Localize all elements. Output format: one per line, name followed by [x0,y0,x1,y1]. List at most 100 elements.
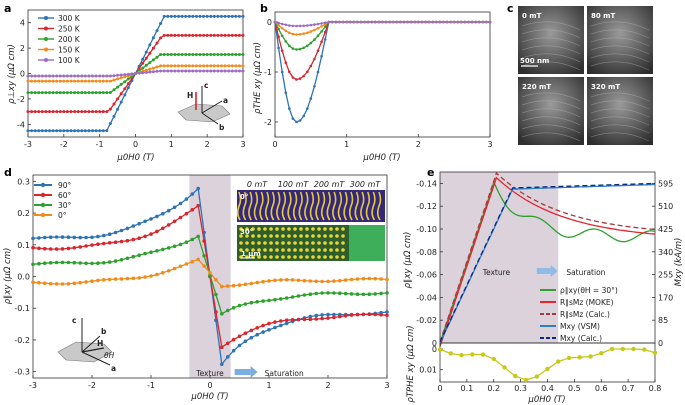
series-0-point [125,226,130,231]
series-3-point [137,276,141,280]
series-300K-point [87,129,91,133]
skyrmion-dot [317,255,321,259]
series-250K-point [177,33,180,37]
series-2-point [119,258,124,262]
series-0-point [273,325,277,330]
series-2-point [161,247,165,252]
series-0-point [102,233,106,238]
x-tick-label: 3 [487,140,492,149]
series-250K-point [87,110,91,114]
x-tick-label: 3 [240,140,245,149]
series-300K-point [280,70,284,74]
topological-hall-point [652,350,658,355]
topological-hall-point [437,347,443,352]
series-3-point [196,257,200,262]
saturated-region [349,225,385,261]
series-300K-point [284,91,288,94]
legend-marker [44,26,48,31]
series-200K-point [173,53,177,56]
series-3-point [96,278,100,283]
skyrmion-dot [329,241,333,245]
series-3-point [326,279,330,284]
series-100K-point [26,74,30,78]
series-0-point [267,328,271,332]
series-0-point [172,205,177,210]
series-200K-point [58,91,62,95]
series-100K-point [456,20,460,24]
series-1-point [31,245,35,250]
series-100K-point [445,20,449,24]
series-1-point [349,313,354,317]
series-0-point [184,197,189,201]
x-tick-label: 0.4 [541,384,554,393]
series-0-point [231,348,236,353]
series-100K-point [209,69,213,73]
series-150K-point [73,79,77,83]
series-200K-point [234,53,238,56]
b-axis-label: b [219,123,225,132]
series-200K-point [155,55,159,59]
domain-stripe [590,100,650,110]
series-200K-point [237,53,241,56]
series-100K-point [449,20,452,24]
series-200K-point [94,91,98,95]
series-100K-point [435,20,438,24]
x-tick-label: 2 [205,140,210,149]
series-150K-point [173,64,177,68]
series-0-point [326,312,330,317]
series-250K-point [141,61,145,65]
series-200K-point [295,48,298,51]
series-100K-point [162,69,166,73]
field-label: 320 mT [591,83,620,91]
series-150K-point [105,79,109,83]
series-150K-point [148,67,152,71]
x-tick-label: 0.5 [568,384,581,393]
y-tick-label: 0 [267,18,272,27]
series-150K-point [48,79,51,83]
skyrmion-dot [323,248,327,252]
series-100K-point [438,20,442,24]
series-300K-point [187,14,191,18]
series-300K-point [220,14,223,18]
legend-label: 250 K [58,25,81,34]
series-150K-point [98,79,102,83]
y-axis-label: ρTHE xy (μΩ cm) [253,42,263,114]
series-300K-point [55,129,59,133]
stripe-domain [298,191,303,221]
series-200K-point [44,91,48,95]
series-150K-point [191,64,195,68]
series-300K-point [155,29,159,33]
series-1-point [231,337,236,342]
series-100K-point [80,74,84,78]
series-250K-point [62,110,66,114]
stripe-domain [248,191,253,221]
crystal-plate [177,103,231,123]
series-300K-point [309,97,313,100]
series-1-point [308,317,313,322]
series-1-point [72,246,77,250]
series-250K-point [101,110,105,114]
series-3-point [190,259,195,264]
series-100K-point [316,22,320,26]
arrow-body [536,268,551,274]
series-1-point [48,247,53,251]
series-300K-point [288,107,291,110]
series-100K-point [334,20,338,24]
series-150K-point [216,64,220,68]
series-150K-point [69,79,73,83]
series-250K-point [302,74,306,78]
series-150K-point [87,79,91,83]
series-2-point [308,292,313,297]
y-axis-label-bottom: ρTPHE xy (μΩ cm) [406,325,416,402]
series-1-point [225,341,230,346]
x-tick-label: 0.2 [487,384,500,393]
series-3-point [66,282,71,286]
series-250K-point [191,33,195,37]
panel-c: c 0 mT 80 mT 220 mT 320 mT 500 nm [507,2,653,145]
series-100K-point [306,24,309,27]
topological-hall-point [642,347,647,352]
series-2-point [338,291,342,296]
series-100K-point [234,69,238,73]
series-2-point [373,292,378,296]
